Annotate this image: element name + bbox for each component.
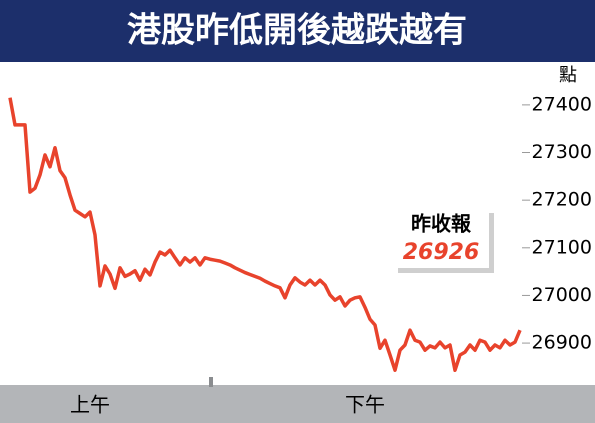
y-axis-label: 點 bbox=[559, 65, 577, 86]
session-divider bbox=[209, 377, 213, 387]
chart-title: 港股昨低開後越跌越有 bbox=[127, 11, 467, 51]
y-tick-label: 27300 bbox=[532, 141, 592, 163]
price-line bbox=[8, 97, 522, 372]
session-label: 上午 bbox=[70, 393, 110, 417]
y-tick-label: 27400 bbox=[532, 93, 592, 115]
session-label: 下午 bbox=[345, 393, 385, 417]
y-tick-label: 27100 bbox=[532, 236, 592, 258]
annotation-box bbox=[393, 208, 489, 268]
annotation-text: 昨收報 bbox=[411, 212, 472, 236]
session-bar bbox=[0, 385, 595, 423]
title-bar bbox=[0, 0, 595, 62]
annotation-value: 26926 bbox=[403, 240, 480, 265]
y-tick-label: 27000 bbox=[532, 284, 592, 306]
y-tick-label: 26900 bbox=[532, 332, 592, 354]
y-tick-label: 27200 bbox=[532, 189, 592, 211]
